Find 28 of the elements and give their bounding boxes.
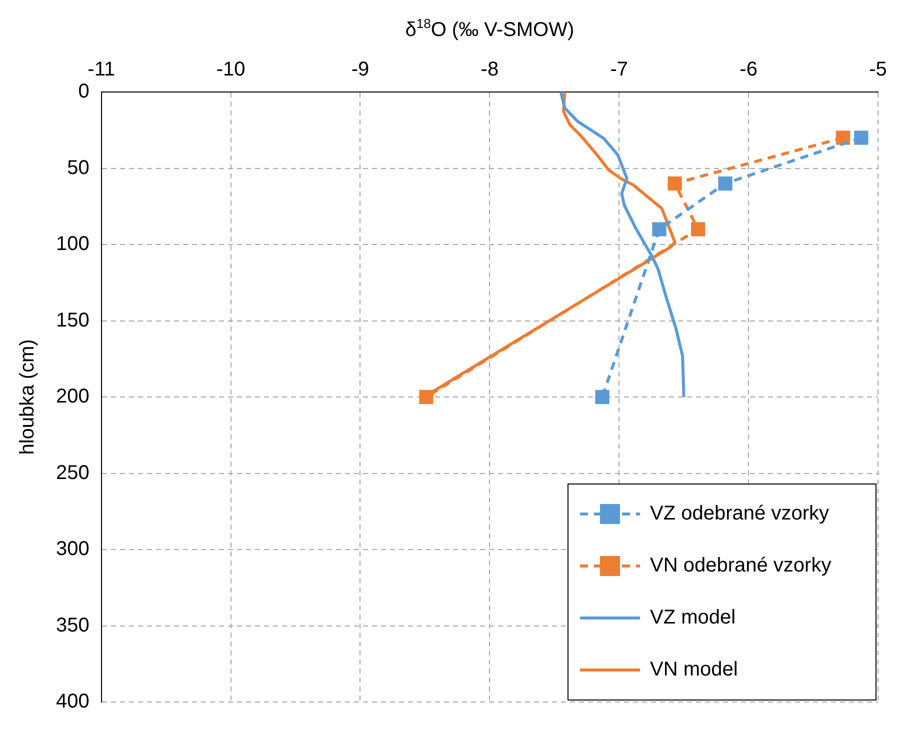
y-tick-label: 200 [56,386,90,408]
x-tick-label: -11 [88,58,116,81]
x-tick-label: -9 [351,58,370,81]
y-tick-label: 300 [56,538,90,560]
y-tick-label: 100 [56,233,90,256]
y-tick-label: 250 [56,462,90,484]
y-tick-label: 150 [56,309,90,332]
point [718,176,732,191]
legend-label: VN model [650,658,738,681]
x-tick-label: -8 [480,58,499,81]
point [668,176,682,191]
x-tick-label: -6 [740,58,758,81]
legend-label: VZ odebrané vzorky [650,502,829,525]
legend-label: VZ model [650,606,736,629]
point [854,130,868,145]
point [595,390,610,404]
point [691,222,706,236]
y-tick-label: 400 [56,690,90,713]
point [652,222,666,236]
x-tick-label: -10 [216,58,246,81]
point [419,390,434,404]
x-tick-label: -7 [610,58,628,81]
y-axis-title: hloubka (cm) [16,339,39,455]
y-tick-label: 50 [67,156,90,179]
y-tick-label: 350 [56,614,90,636]
y-tick-label: 0 [78,80,90,103]
legend-label: VN odebrané vzorky [650,554,832,577]
x-tick-label: -5 [869,58,887,81]
